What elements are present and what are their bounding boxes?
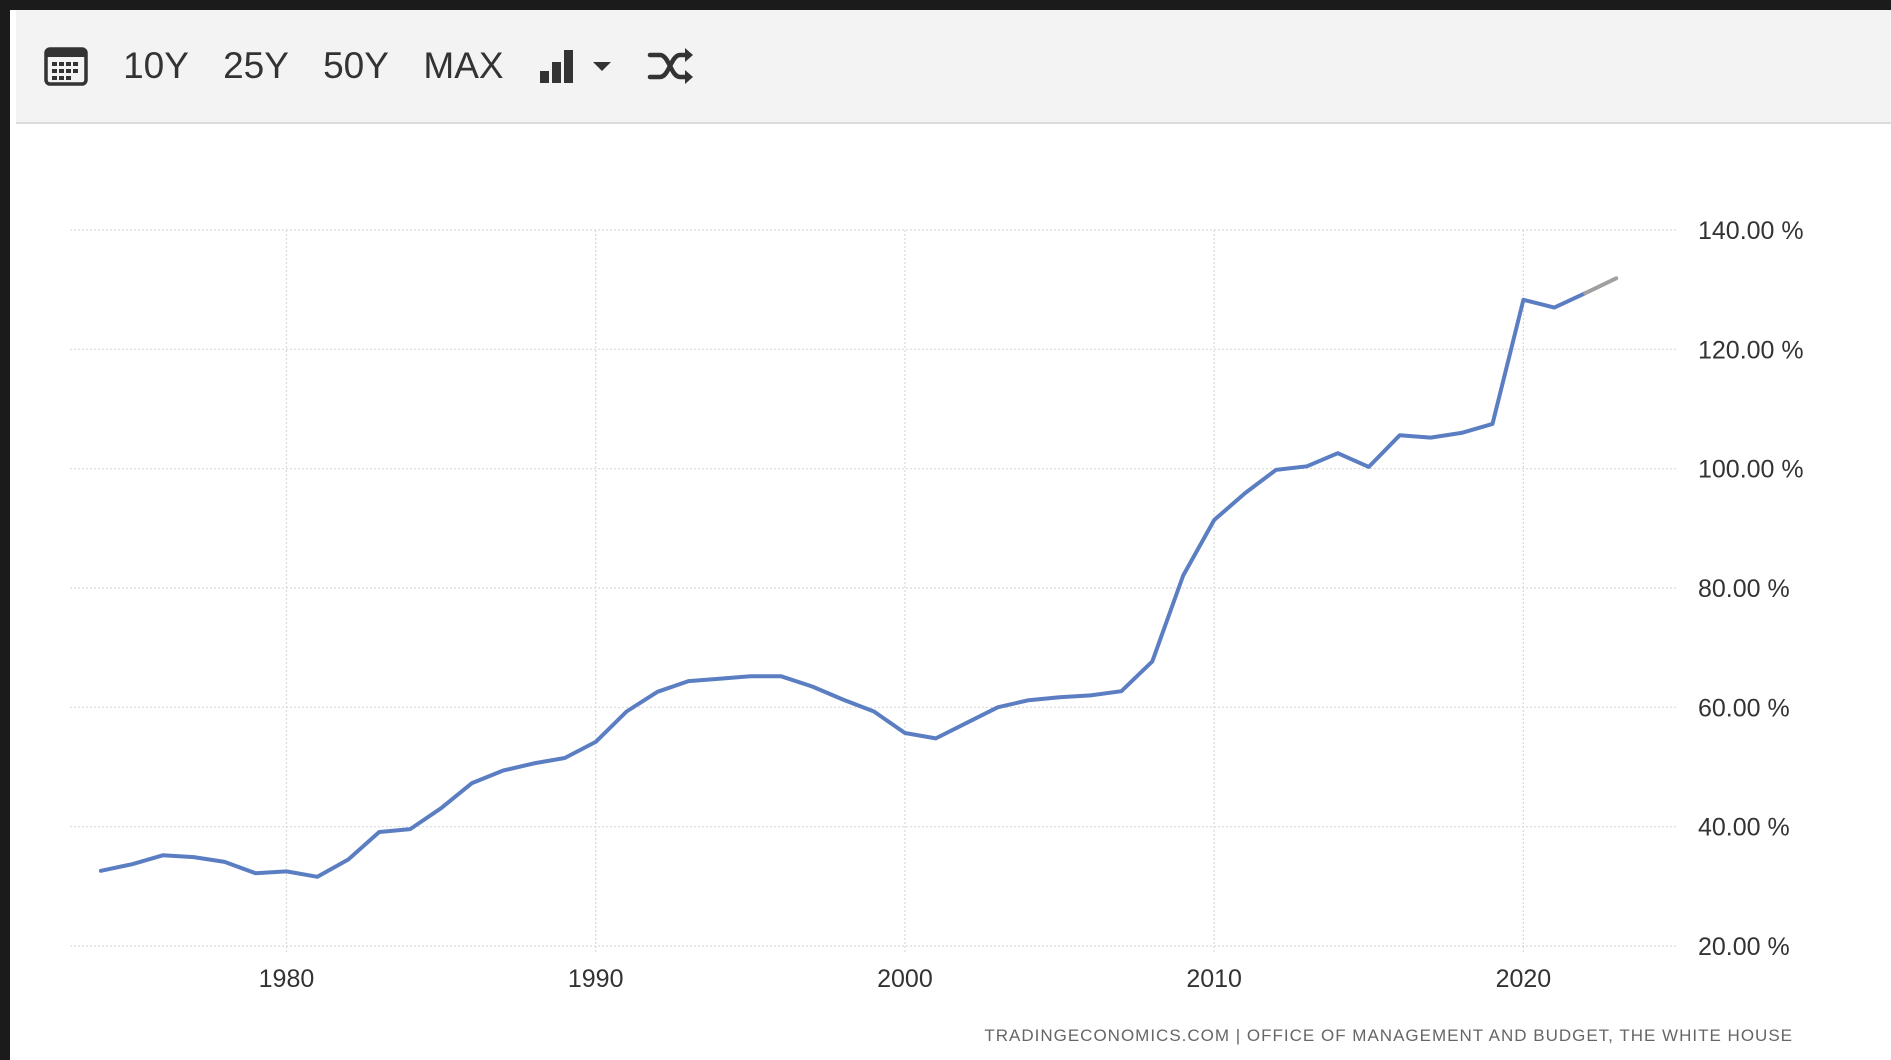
x-tick-label: 2020 <box>1496 965 1552 993</box>
app-frame: 10Y 25Y 50Y MAX <box>10 10 1891 1060</box>
x-tick-label: 1980 <box>259 965 315 993</box>
series-line <box>98 291 1588 879</box>
forecast-line <box>1583 276 1619 296</box>
source-caption: TRADINGECONOMICS.COM | OFFICE OF MANAGEM… <box>984 1026 1793 1045</box>
range-10y-button[interactable]: 10Y <box>123 45 189 86</box>
y-tick-label: 80.00 % <box>1698 575 1790 603</box>
y-tick-label: 140.00 % <box>1698 217 1804 245</box>
range-50y-button[interactable]: 50Y <box>323 45 389 86</box>
x-tick-label: 1990 <box>568 965 624 993</box>
axis-tick-labels: 20.00 % 40.00 % 60.00 % 80.00 % 100.00 % 120.… <box>259 217 1804 993</box>
y-tick-label: 120.00 % <box>1698 336 1804 364</box>
shuffle-icon[interactable] <box>636 10 706 122</box>
grid-lines <box>70 229 1678 952</box>
bar-chart-icon <box>540 50 573 83</box>
chart-toolbar: 10Y 25Y 50Y MAX <box>16 10 1891 124</box>
series-lines <box>98 276 1619 879</box>
chart-type-dropdown[interactable] <box>526 10 626 122</box>
y-tick-label: 40.00 % <box>1698 814 1790 842</box>
range-max-button[interactable]: MAX <box>423 45 504 86</box>
y-tick-label: 20.00 % <box>1698 933 1790 961</box>
y-tick-label: 60.00 % <box>1698 694 1790 722</box>
calendar-icon[interactable] <box>36 10 96 122</box>
x-tick-label: 2010 <box>1186 965 1242 993</box>
x-tick-label: 2000 <box>877 965 933 993</box>
range-25y-button[interactable]: 25Y <box>223 45 289 86</box>
caret-down-icon <box>593 62 611 71</box>
y-tick-label: 100.00 % <box>1698 456 1804 484</box>
debt-chart: 20.00 % 40.00 % 60.00 % 80.00 % 100.00 % 120.… <box>70 217 1804 1045</box>
